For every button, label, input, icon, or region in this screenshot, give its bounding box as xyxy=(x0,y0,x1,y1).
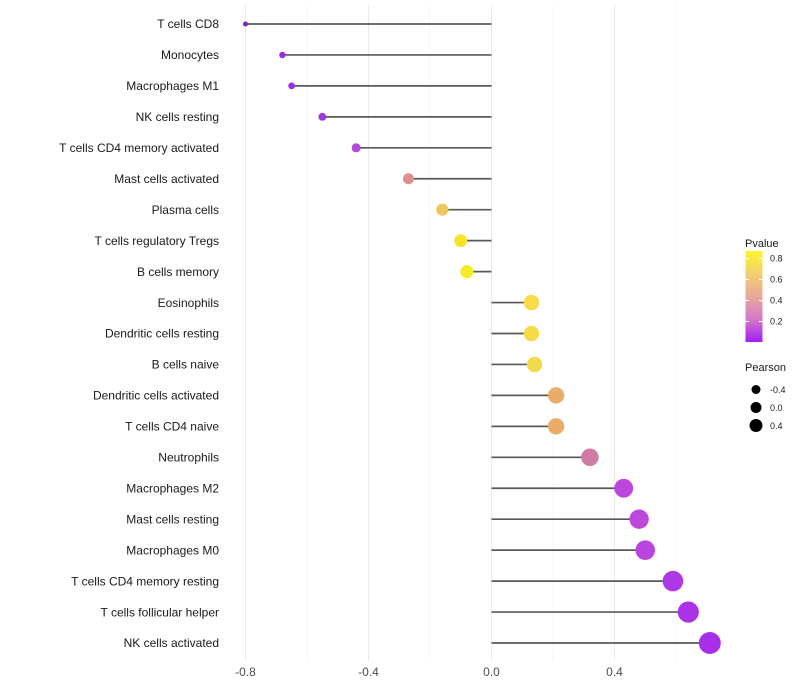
y-label-t-cells-cd4-memory-resting: T cells CD4 memory resting xyxy=(71,574,219,588)
x-tick-0.4: 0.4 xyxy=(606,665,623,679)
y-label-neutrophils: Neutrophils xyxy=(158,451,219,465)
lollipop-monocytes xyxy=(279,51,492,59)
pearson-size-legend: -0.4 0.0 0.4 xyxy=(749,385,786,432)
lollipop-dendritic-cells-resting xyxy=(491,325,540,342)
point-macrophages-m0 xyxy=(635,540,656,560)
lollipop-t-cells-regulatory-tregs xyxy=(454,234,492,248)
point-nk-cells-activated xyxy=(698,632,721,654)
pearson-size-label-0.4: 0.4 xyxy=(770,421,783,431)
y-label-dendritic-cells-resting: Dendritic cells resting xyxy=(105,327,219,341)
pvalue-tick-0.2: 0.2 xyxy=(770,317,783,327)
lollipop-t-cells-cd4-memory-activated xyxy=(351,143,492,153)
pvalue-tick-0.4: 0.4 xyxy=(770,296,783,306)
lollipop-macrophages-m0 xyxy=(491,540,656,560)
y-label-t-cells-cd4-naive: T cells CD4 naive xyxy=(125,420,219,434)
point-t-cells-follicular-helper xyxy=(677,601,699,623)
lollipop-plasma-cells xyxy=(436,203,492,216)
y-label-eosinophils: Eosinophils xyxy=(158,296,219,310)
pvalue-colorbar xyxy=(745,251,763,342)
lollipop-mast-cells-resting xyxy=(491,509,649,529)
y-label-monocytes: Monocytes xyxy=(161,48,219,62)
y-label-t-cells-follicular-helper: T cells follicular helper xyxy=(101,605,220,619)
point-dendritic-cells-activated xyxy=(547,387,565,404)
point-macrophages-m2 xyxy=(614,478,634,498)
gridlines xyxy=(245,5,677,660)
y-label-t-cells-regulatory-tregs: T cells regulatory Tregs xyxy=(95,234,220,248)
pearson-size-dot-0.0 xyxy=(750,402,762,413)
pvalue-tick-0.6: 0.6 xyxy=(770,275,783,285)
y-label-t-cells-cd4-memory-activated: T cells CD4 memory activated xyxy=(59,141,219,155)
pearson-size-label-0.0: 0.0 xyxy=(770,403,783,413)
y-label-mast-cells-activated: Mast cells activated xyxy=(114,172,219,186)
point-nk-cells-resting xyxy=(318,112,327,121)
point-b-cells-memory xyxy=(460,265,474,279)
lollipop-nk-cells-resting xyxy=(318,112,492,121)
lollipop-eosinophils xyxy=(491,294,540,311)
pearson-size-dot-0.4 xyxy=(749,419,763,432)
x-tick--0.4: -0.4 xyxy=(358,665,379,679)
lollipop-mast-cells-activated xyxy=(402,173,492,185)
point-plasma-cells xyxy=(436,203,449,216)
point-macrophages-m1 xyxy=(288,82,295,90)
pvalue-tick-0.8: 0.8 xyxy=(770,254,783,264)
lollipop-t-cells-cd8 xyxy=(242,21,492,27)
y-label-b-cells-memory: B cells memory xyxy=(137,265,219,279)
lollipop-b-cells-memory xyxy=(460,265,492,279)
pearson-size-label--0.4: -0.4 xyxy=(770,385,786,395)
point-monocytes xyxy=(279,51,286,59)
y-axis-labels: T cells CD8 Monocytes Macrophages M1 NK cel… xyxy=(59,17,219,650)
lollipop-macrophages-m1 xyxy=(288,82,492,90)
pvalue-colorbar-ticks: 0.8 0.6 0.4 0.2 xyxy=(745,254,783,327)
pvalue-legend-title: Pvalue xyxy=(745,238,779,250)
y-label-nk-cells-activated: NK cells activated xyxy=(124,636,219,650)
lollipop-dendritic-cells-activated xyxy=(491,387,565,404)
point-dendritic-cells-resting xyxy=(523,325,540,342)
y-label-dendritic-cells-activated: Dendritic cells activated xyxy=(93,389,219,403)
point-mast-cells-resting xyxy=(629,509,649,529)
point-b-cells-naive xyxy=(526,356,543,373)
y-label-nk-cells-resting: NK cells resting xyxy=(136,110,219,124)
point-t-cells-cd4-memory-activated xyxy=(351,143,361,153)
x-tick-0.0: 0.0 xyxy=(483,665,500,679)
y-label-macrophages-m1: Macrophages M1 xyxy=(126,79,219,93)
y-label-plasma-cells: Plasma cells xyxy=(152,203,219,217)
pearson-size-dot--0.4 xyxy=(751,385,761,394)
lollipop-neutrophils xyxy=(491,448,599,467)
lollipop-rows xyxy=(242,21,721,654)
y-label-b-cells-naive: B cells naive xyxy=(152,358,220,372)
y-label-mast-cells-resting: Mast cells resting xyxy=(126,512,219,526)
point-mast-cells-activated xyxy=(402,173,414,185)
lollipop-nk-cells-activated xyxy=(491,632,721,654)
y-label-t-cells-cd8: T cells CD8 xyxy=(157,17,219,31)
lollipop-t-cells-cd4-naive xyxy=(491,418,565,435)
lollipop-t-cells-follicular-helper xyxy=(491,601,699,623)
x-axis-tick-labels: -0.8 -0.4 0.0 0.4 xyxy=(235,665,623,679)
lollipop-t-cells-cd4-memory-resting xyxy=(491,570,684,592)
y-label-macrophages-m2: Macrophages M2 xyxy=(126,481,219,495)
point-t-cells-cd8 xyxy=(242,21,249,27)
pearson-legend-title: Pearson xyxy=(745,362,786,374)
point-t-cells-cd4-naive xyxy=(547,418,565,435)
y-label-macrophages-m0: Macrophages M0 xyxy=(126,543,219,557)
point-eosinophils xyxy=(523,294,540,311)
legend: Pvalue 0.8 0.6 0.4 0.2 Pearson -0.4 0.0 0.4 xyxy=(745,238,786,432)
x-tick--0.8: -0.8 xyxy=(235,665,256,679)
point-neutrophils xyxy=(581,448,599,467)
point-t-cells-regulatory-tregs xyxy=(454,234,468,248)
lollipop-b-cells-naive xyxy=(491,356,543,373)
point-t-cells-cd4-memory-resting xyxy=(662,570,684,592)
lollipop-macrophages-m2 xyxy=(491,478,634,498)
